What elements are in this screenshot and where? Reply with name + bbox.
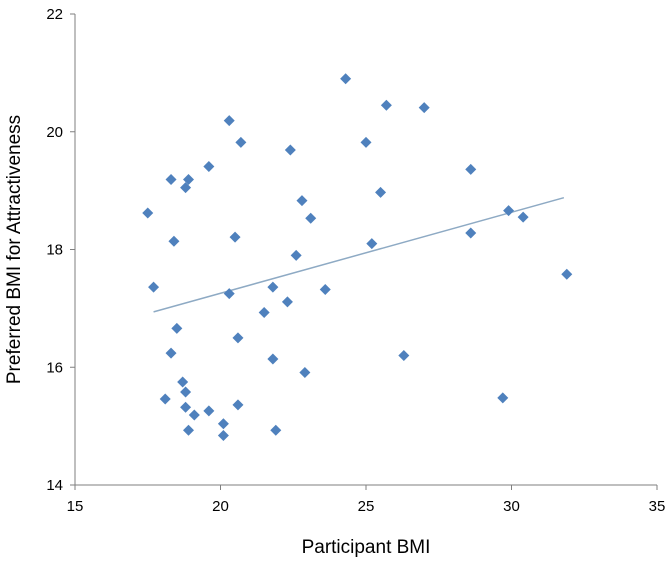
x-ticks: 15 20 25 30 35 [67,485,666,515]
data-point [180,182,192,194]
data-point [267,281,279,293]
y-tick-label: 20 [46,124,63,141]
data-point [360,136,372,148]
data-point [229,231,241,243]
data-point [299,367,311,379]
data-point [418,102,430,114]
y-tick-label: 14 [46,477,63,494]
data-point [267,353,279,365]
data-point [188,409,200,421]
data-point [340,73,352,85]
x-tick-label: 30 [503,498,520,515]
data-points [142,73,573,442]
y-tick-label: 16 [46,359,63,376]
data-point [235,136,247,148]
y-tick-label: 18 [46,242,63,259]
data-point [380,99,392,111]
data-point [177,376,189,388]
y-ticks: 14 16 18 20 22 [46,6,75,494]
data-point [296,195,308,207]
data-point [284,144,296,156]
data-point [398,349,410,361]
data-point [182,424,194,436]
data-point [561,268,573,280]
data-point [182,173,194,185]
data-point [165,347,177,359]
trendline [153,196,565,313]
data-point [465,227,477,239]
data-point [203,160,215,172]
x-tick-label: 15 [67,498,84,515]
data-point [142,207,154,219]
data-point [223,115,235,127]
data-point [168,235,180,247]
data-point [281,296,293,308]
data-point [165,173,177,185]
data-point [223,288,235,300]
data-point [217,418,229,430]
y-axis-title: Preferred BMI for Attractiveness [4,115,25,384]
data-point [503,205,515,217]
data-point [148,281,160,293]
data-point [232,399,244,411]
x-tick-label: 20 [212,498,229,515]
y-tick-label: 22 [46,6,63,23]
data-point [465,163,477,175]
data-point [305,212,317,224]
x-axis-title: Participant BMI [302,537,431,558]
data-point [232,332,244,344]
data-point [171,322,183,334]
x-tick-label: 35 [649,498,666,515]
data-point [270,424,282,436]
data-point [180,401,192,413]
data-point [366,238,378,250]
data-point [497,392,509,404]
data-point [180,386,192,398]
data-point [290,249,302,261]
axes [74,14,657,486]
data-point [319,284,331,296]
data-point [217,430,229,442]
data-point [159,393,171,405]
x-tick-label: 25 [358,498,375,515]
data-point [375,186,387,198]
data-point [203,405,215,417]
data-point [258,306,270,318]
data-point [517,211,529,223]
